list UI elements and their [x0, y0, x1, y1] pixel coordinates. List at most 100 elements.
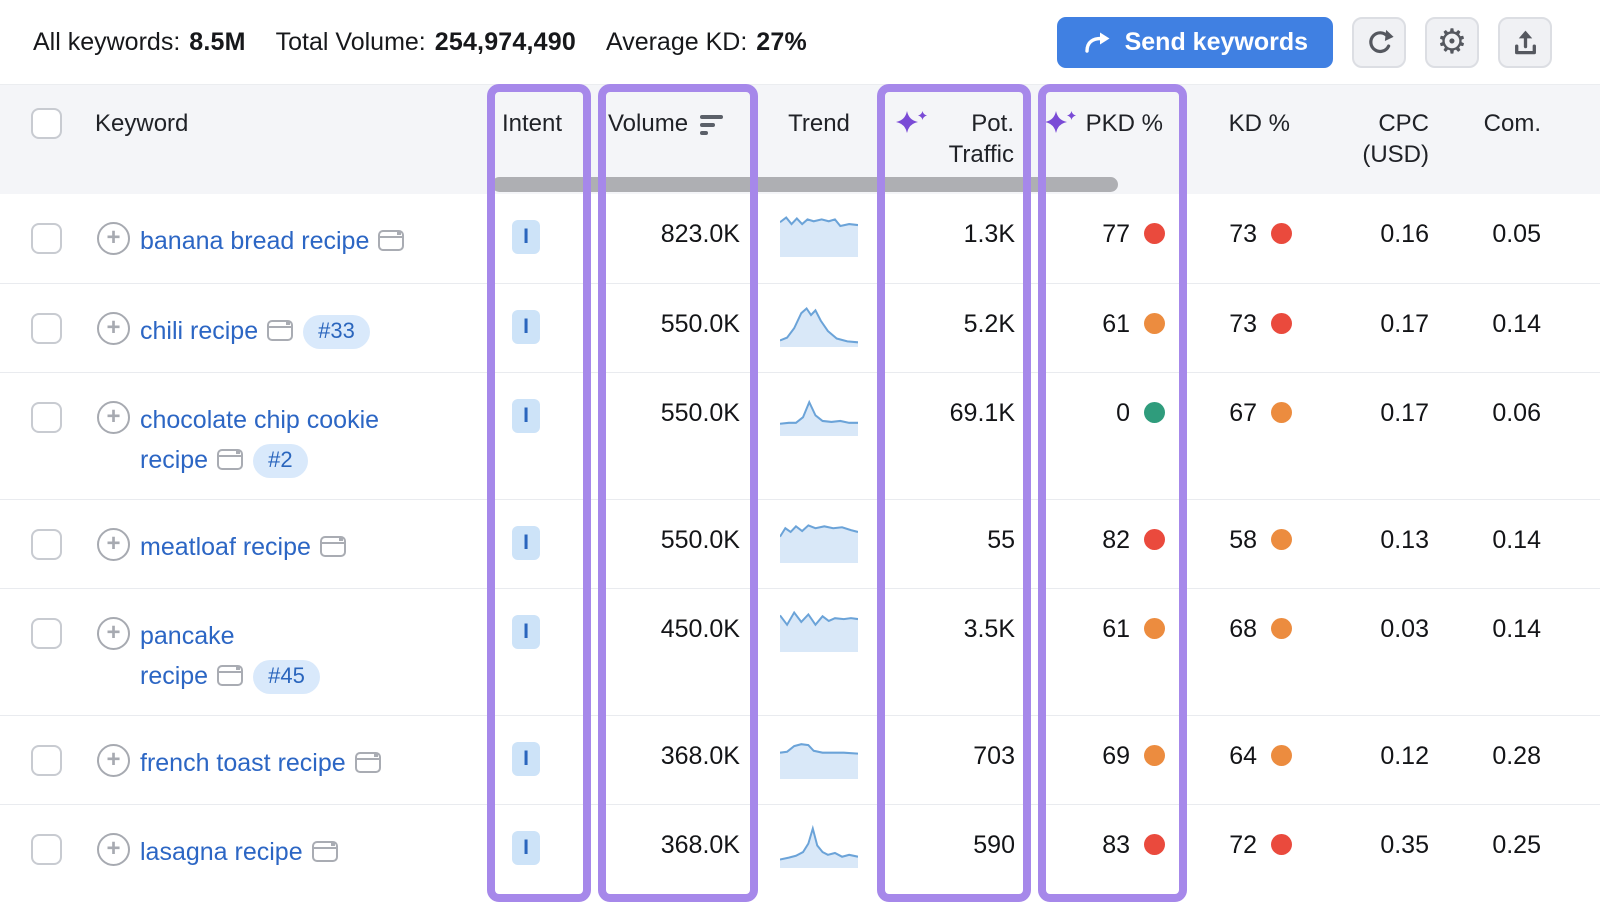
com-value: 0.28: [1492, 742, 1541, 770]
header-volume[interactable]: Volume: [591, 85, 760, 194]
serp-features-icon[interactable]: [311, 841, 338, 862]
keyword-cell: lasagna recipe: [95, 805, 487, 893]
add-circle-icon[interactable]: [97, 617, 130, 650]
row-checkbox-cell: [0, 373, 95, 499]
intent-badge-informational[interactable]: I: [512, 615, 540, 649]
gear-icon: ⚙: [1436, 22, 1468, 62]
keyword-link[interactable]: meatloaf recipe: [140, 533, 311, 561]
header-pkd[interactable]: PKD %: [1032, 85, 1187, 194]
keyword-line1: pancake: [140, 622, 235, 650]
intent-badge-informational[interactable]: I: [512, 742, 540, 776]
keyword-text: meatloaf recipe: [140, 527, 346, 567]
cpc-value: 0.12: [1380, 742, 1429, 770]
trend-cell: [760, 805, 878, 893]
potential-traffic-value: 5.2K: [963, 310, 1015, 338]
add-circle-icon[interactable]: [97, 744, 130, 777]
keyword-text: chili recipe #33: [140, 311, 370, 351]
kd-value: 72: [1229, 831, 1257, 859]
intent-cell: I: [487, 500, 591, 588]
add-circle-icon[interactable]: [97, 528, 130, 561]
header-pot-traffic[interactable]: Pot. Traffic: [878, 85, 1032, 194]
keyword-link[interactable]: banana bread recipe: [140, 227, 369, 255]
cpc-value: 0.16: [1380, 220, 1429, 248]
header-intent[interactable]: Intent: [501, 110, 563, 137]
add-circle-icon[interactable]: [97, 401, 130, 434]
row-checkbox[interactable]: [31, 223, 62, 254]
row-checkbox[interactable]: [31, 529, 62, 560]
serp-features-icon[interactable]: [354, 752, 381, 773]
position-badge: #33: [303, 315, 370, 349]
intent-badge-informational[interactable]: I: [512, 831, 540, 865]
add-circle-icon[interactable]: [97, 312, 130, 345]
row-checkbox-cell: [0, 284, 95, 372]
intent-badge-informational[interactable]: I: [512, 526, 540, 560]
keyword-text: banana bread recipe: [140, 221, 405, 261]
pkd-value: 69: [1102, 742, 1130, 770]
cpc-value: 0.03: [1380, 615, 1429, 643]
com-value: 0.14: [1492, 526, 1541, 554]
export-button[interactable]: [1498, 16, 1552, 68]
row-checkbox[interactable]: [31, 834, 62, 865]
pkd-value: 61: [1102, 310, 1130, 338]
potential-traffic-value: 55: [987, 526, 1015, 554]
keyword-line1: chocolate chip cookie: [140, 406, 380, 434]
volume-value: 823.0K: [660, 220, 740, 248]
row-checkbox[interactable]: [31, 313, 62, 344]
com-value: 0.05: [1492, 220, 1541, 248]
potential-traffic-value: 703: [973, 742, 1015, 770]
settings-button[interactable]: ⚙: [1425, 16, 1479, 68]
row-checkbox[interactable]: [31, 618, 62, 649]
volume-value: 550.0K: [660, 526, 740, 554]
send-keywords-button[interactable]: Send keywords: [1056, 16, 1333, 68]
add-circle-icon[interactable]: [97, 222, 130, 255]
row-checkbox[interactable]: [31, 745, 62, 776]
serp-features-icon[interactable]: [267, 320, 294, 341]
volume-value: 550.0K: [660, 399, 740, 427]
keyword-line1: lasagna recipe: [140, 838, 303, 866]
pkd-difficulty-dot: [1144, 313, 1165, 334]
header-pot-line1: Pot.: [971, 110, 1014, 137]
serp-features-icon[interactable]: [217, 665, 244, 686]
pkd-value: 0: [1116, 399, 1130, 427]
kd-value: 73: [1229, 220, 1257, 248]
header-cpc[interactable]: CPC (USD): [1310, 85, 1445, 194]
keyword-text: pancake recipe #45: [140, 616, 320, 696]
kd-difficulty-dot: [1271, 745, 1292, 766]
serp-features-icon[interactable]: [378, 230, 405, 251]
pkd-difficulty-dot: [1144, 745, 1165, 766]
keyword-link[interactable]: chili recipe: [140, 317, 258, 345]
horizontal-scrollbar[interactable]: [492, 177, 1118, 192]
header-com[interactable]: Com.: [1483, 110, 1541, 137]
header-kd[interactable]: KD %: [1228, 110, 1290, 137]
intent-badge-informational[interactable]: I: [512, 310, 540, 344]
position-badge: #45: [253, 660, 320, 694]
table-header: Keyword Intent Volume Trend Pot. Traffic …: [0, 84, 1600, 194]
keyword-link[interactable]: pancake recipe: [140, 622, 235, 690]
select-all-checkbox[interactable]: [31, 108, 62, 139]
potential-traffic-value: 590: [973, 831, 1015, 859]
row-checkbox[interactable]: [31, 402, 62, 433]
header-cpc-line2: (USD): [1362, 141, 1429, 168]
intent-badge-informational[interactable]: I: [512, 220, 540, 254]
keyword-cell: meatloaf recipe: [95, 500, 487, 588]
intent-badge-informational[interactable]: I: [512, 399, 540, 433]
keyword-link[interactable]: lasagna recipe: [140, 838, 303, 866]
keyword-link[interactable]: french toast recipe: [140, 749, 346, 777]
refresh-icon: [1368, 29, 1394, 53]
cpc-value: 0.13: [1380, 526, 1429, 554]
serp-features-icon[interactable]: [319, 536, 346, 557]
serp-features-icon[interactable]: [217, 449, 244, 470]
kd-difficulty-dot: [1271, 313, 1292, 334]
stat-value: 8.5M: [189, 27, 246, 56]
kd-difficulty-dot: [1271, 223, 1292, 244]
add-circle-icon[interactable]: [97, 833, 130, 866]
stat-value: 27%: [756, 27, 807, 56]
pkd-cell: 77: [1032, 194, 1187, 283]
keyword-link[interactable]: chocolate chip cookie recipe: [140, 406, 379, 474]
sparkle-icon: [896, 111, 927, 133]
kd-difficulty-dot: [1271, 529, 1292, 550]
refresh-button[interactable]: [1352, 16, 1406, 68]
stat-all-keywords: All keywords: 8.5M: [33, 28, 246, 57]
table-row: meatloaf recipe I 550.0K 55 82 58 0.13 0…: [0, 499, 1600, 588]
trend-cell: [760, 500, 878, 588]
